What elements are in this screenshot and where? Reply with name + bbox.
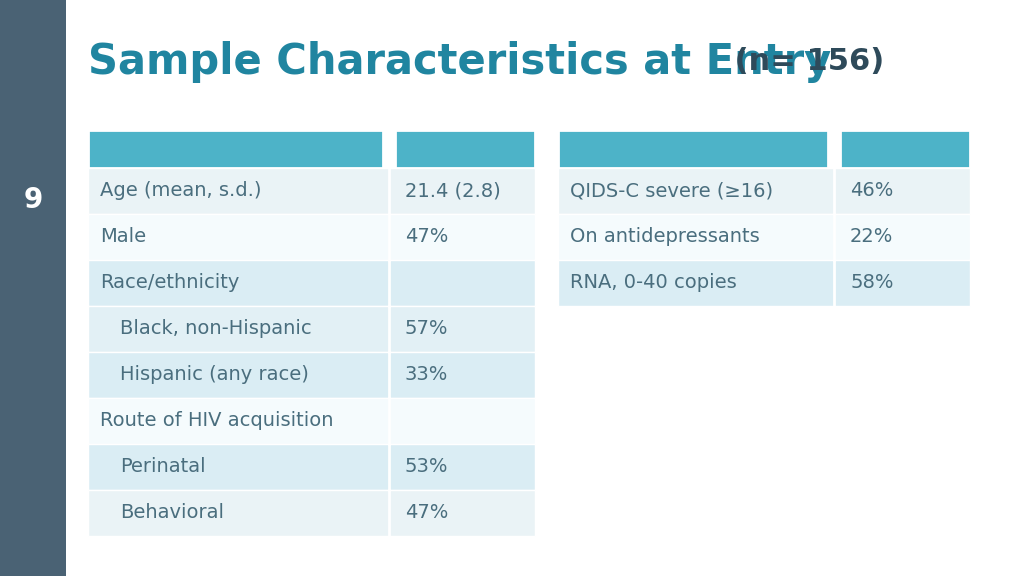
Text: QIDS-C severe (≥16): QIDS-C severe (≥16) bbox=[570, 181, 773, 200]
Bar bbox=[88, 444, 535, 490]
Bar bbox=[88, 306, 535, 352]
Bar bbox=[840, 130, 970, 168]
Text: Age (mean, s.d.): Age (mean, s.d.) bbox=[100, 181, 261, 200]
Text: 58%: 58% bbox=[850, 274, 894, 293]
Bar bbox=[88, 490, 535, 536]
Text: Male: Male bbox=[100, 228, 146, 247]
Bar bbox=[558, 260, 970, 306]
Text: 47%: 47% bbox=[406, 228, 449, 247]
Text: Route of HIV acquisition: Route of HIV acquisition bbox=[100, 411, 334, 430]
Text: 46%: 46% bbox=[850, 181, 893, 200]
Bar bbox=[88, 352, 535, 398]
Text: 9: 9 bbox=[24, 186, 43, 214]
Text: Behavioral: Behavioral bbox=[120, 503, 224, 522]
Text: Black, non-Hispanic: Black, non-Hispanic bbox=[120, 320, 311, 339]
Bar bbox=[88, 398, 535, 444]
Bar bbox=[0, 0, 66, 576]
Text: Perinatal: Perinatal bbox=[120, 457, 206, 476]
Text: 22%: 22% bbox=[850, 228, 893, 247]
Bar bbox=[558, 168, 970, 214]
Bar bbox=[395, 130, 535, 168]
Text: RNA, 0-40 copies: RNA, 0-40 copies bbox=[570, 274, 736, 293]
Text: (n= 156): (n= 156) bbox=[724, 47, 885, 77]
Bar bbox=[88, 214, 535, 260]
Text: 21.4 (2.8): 21.4 (2.8) bbox=[406, 181, 501, 200]
Bar bbox=[88, 130, 383, 168]
Bar bbox=[88, 168, 535, 214]
Text: Hispanic (any race): Hispanic (any race) bbox=[120, 366, 309, 385]
Text: Sample Characteristics at Entry: Sample Characteristics at Entry bbox=[88, 41, 831, 83]
Text: On antidepressants: On antidepressants bbox=[570, 228, 760, 247]
Bar bbox=[88, 260, 535, 306]
Text: 57%: 57% bbox=[406, 320, 449, 339]
Text: Race/ethnicity: Race/ethnicity bbox=[100, 274, 240, 293]
Text: 33%: 33% bbox=[406, 366, 449, 385]
Text: 47%: 47% bbox=[406, 503, 449, 522]
Bar bbox=[558, 214, 970, 260]
Bar bbox=[558, 130, 828, 168]
Text: 53%: 53% bbox=[406, 457, 449, 476]
